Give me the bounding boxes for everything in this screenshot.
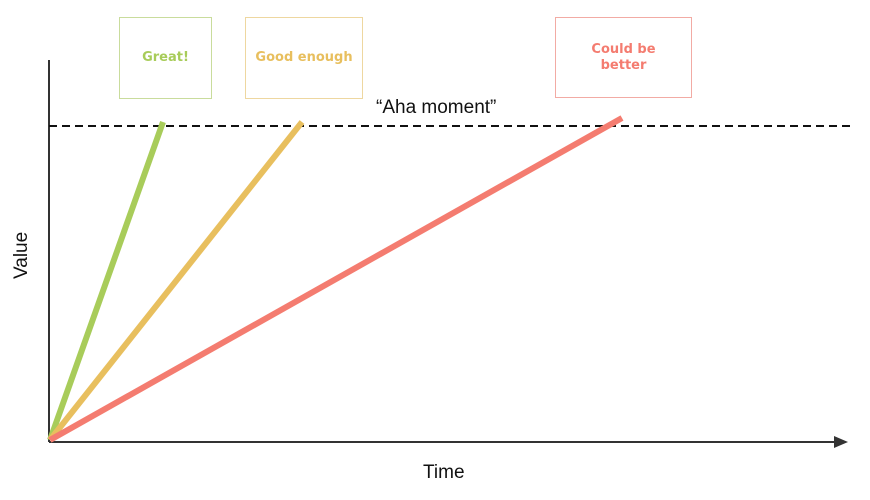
line-could-be-better [48, 115, 624, 443]
label-great-text: Great! [142, 50, 189, 65]
x-axis-label: Time [423, 462, 465, 483]
label-could-be-better-text: Could be better [591, 41, 656, 73]
aha-moment-label: “Aha moment” [376, 97, 497, 118]
line-good-enough [47, 120, 305, 442]
y-axis-label: Value [11, 231, 32, 279]
label-could-be-better: Could be better [555, 17, 692, 98]
label-good-enough: Good enough [245, 17, 363, 99]
line-great [47, 120, 166, 442]
x-axis-arrowhead [834, 436, 848, 448]
label-good-enough-text: Good enough [255, 50, 353, 65]
label-great: Great! [119, 17, 212, 99]
